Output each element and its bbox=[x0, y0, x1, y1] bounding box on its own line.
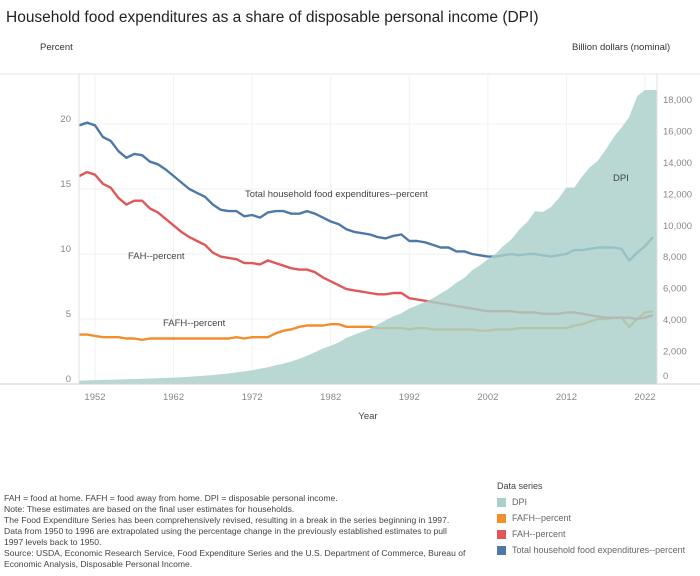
right-axis-title: Billion dollars (nominal) bbox=[572, 42, 671, 53]
x-tick-label: 1982 bbox=[320, 392, 341, 403]
x-tick-label: 1952 bbox=[84, 392, 105, 403]
chart-title: Household food expenditures as a share o… bbox=[6, 9, 539, 26]
x-tick-label: 1962 bbox=[163, 392, 184, 403]
legend-label: FAFH--percent bbox=[512, 513, 572, 523]
legend-item-dpi[interactable]: DPI bbox=[497, 494, 685, 510]
right-tick-label: 0 bbox=[663, 371, 668, 382]
legend-item-fah[interactable]: FAH--percent bbox=[497, 526, 685, 542]
annotation-dpi: DPI bbox=[613, 173, 629, 184]
legend-swatch bbox=[497, 497, 506, 507]
x-tick-label: 2022 bbox=[634, 392, 655, 403]
legend-item-total[interactable]: Total household food expenditures--perce… bbox=[497, 542, 685, 558]
x-tick-label: 2002 bbox=[477, 392, 498, 403]
footnotes: FAH = food at home. FAFH = food away fro… bbox=[4, 493, 465, 570]
right-tick-label: 4,000 bbox=[663, 315, 687, 326]
footnote-line: Economic Analysis, Disposable Personal I… bbox=[4, 559, 193, 569]
left-axis-title: Percent bbox=[40, 42, 73, 53]
footnote-line: The Food Expenditure Series has been com… bbox=[4, 515, 450, 525]
footnote-line: Note: These estimates are based on the f… bbox=[4, 504, 295, 514]
left-tick-label: 10 bbox=[60, 244, 71, 255]
right-tick-label: 10,000 bbox=[663, 221, 692, 232]
annotation-total: Total household food expenditures--perce… bbox=[245, 189, 428, 200]
legend-swatch bbox=[497, 529, 506, 539]
right-tick-label: 18,000 bbox=[663, 95, 692, 106]
annotation-fafh: FAFH--percent bbox=[163, 318, 226, 329]
right-tick-label: 2,000 bbox=[663, 347, 687, 358]
footnote-line: 1997 levels back to 1950. bbox=[4, 537, 102, 547]
x-tick-label: 1992 bbox=[399, 392, 420, 403]
series-area-dpi bbox=[79, 90, 657, 384]
left-tick-label: 0 bbox=[66, 374, 71, 385]
annotation-fah: FAH--percent bbox=[128, 251, 185, 262]
legend-label: FAH--percent bbox=[512, 529, 566, 539]
footnote-line: Source: USDA, Economic Research Service,… bbox=[4, 548, 466, 558]
footnote-line: Data from 1950 to 1996 are extrapolated … bbox=[4, 526, 447, 536]
right-tick-label: 14,000 bbox=[663, 158, 692, 169]
right-tick-label: 6,000 bbox=[663, 284, 687, 295]
footnote-line: FAH = food at home. FAFH = food away fro… bbox=[4, 493, 338, 503]
left-tick-label: 20 bbox=[60, 114, 71, 125]
right-tick-label: 16,000 bbox=[663, 126, 692, 137]
legend-label: Total household food expenditures--perce… bbox=[512, 545, 686, 555]
right-tick-label: 12,000 bbox=[663, 189, 692, 200]
x-tick-label: 1972 bbox=[242, 392, 263, 403]
right-tick-label: 8,000 bbox=[663, 252, 687, 263]
chart-plot: 0 5 10 15 20 0 2,000 4,000 6,000 8,000 10,000 12,00… bbox=[0, 73, 700, 422]
left-tick-label: 5 bbox=[66, 309, 71, 320]
left-tick-label: 15 bbox=[60, 179, 71, 190]
legend: Data series DPI FAFH--percent FAH--perce… bbox=[497, 481, 685, 558]
legend-title: Data series bbox=[497, 481, 543, 491]
legend-label: DPI bbox=[512, 497, 528, 507]
x-tick-label: 2012 bbox=[556, 392, 577, 403]
legend-swatch bbox=[497, 545, 506, 555]
x-axis-title: Year bbox=[358, 411, 377, 422]
legend-item-fafh[interactable]: FAFH--percent bbox=[497, 510, 685, 526]
legend-swatch bbox=[497, 513, 506, 523]
